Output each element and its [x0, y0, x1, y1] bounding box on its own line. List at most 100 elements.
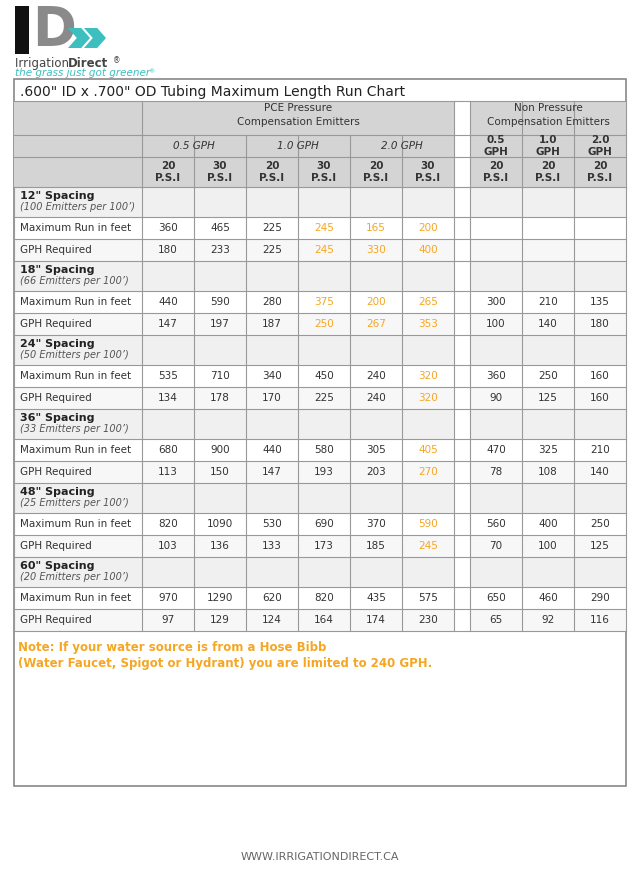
Bar	[470, 187, 626, 217]
Text: 200: 200	[366, 297, 386, 307]
Bar	[522, 291, 574, 313]
Bar	[574, 513, 626, 535]
Text: .600" ID x .700" OD Tubing Maximum Length Run Chart: .600" ID x .700" OD Tubing Maximum Lengt…	[20, 85, 405, 99]
Bar	[298, 513, 350, 535]
Bar	[470, 483, 626, 513]
Bar	[194, 461, 246, 483]
Text: Maximum Run in feet: Maximum Run in feet	[20, 223, 131, 233]
Text: 12" Spacing: 12" Spacing	[20, 191, 95, 201]
Bar	[470, 387, 522, 409]
Text: 140: 140	[538, 319, 558, 329]
Text: 100: 100	[486, 319, 506, 329]
Bar	[470, 239, 522, 261]
Text: GPH Required: GPH Required	[20, 319, 92, 329]
Bar	[350, 387, 402, 409]
Bar	[142, 313, 194, 335]
Text: 245: 245	[314, 223, 334, 233]
Text: 2.0
GPH: 2.0 GPH	[588, 135, 612, 156]
Text: GPH Required: GPH Required	[20, 467, 92, 477]
Bar	[574, 291, 626, 313]
Bar	[402, 609, 454, 631]
Text: 165: 165	[366, 223, 386, 233]
Bar	[522, 387, 574, 409]
Text: 590: 590	[418, 519, 438, 529]
Bar	[574, 239, 626, 261]
Text: 136: 136	[210, 541, 230, 551]
Text: GPH Required: GPH Required	[20, 393, 92, 403]
Bar	[574, 365, 626, 387]
Text: ®: ®	[148, 69, 154, 74]
Bar	[194, 217, 246, 239]
Bar	[142, 557, 454, 587]
Bar	[298, 387, 350, 409]
Text: 108: 108	[538, 467, 558, 477]
Bar	[246, 387, 298, 409]
Bar	[402, 439, 454, 461]
Bar	[246, 513, 298, 535]
Bar	[402, 535, 454, 557]
Bar	[350, 239, 402, 261]
Text: 185: 185	[366, 541, 386, 551]
Text: 970: 970	[158, 593, 178, 603]
Text: 240: 240	[366, 393, 386, 403]
Bar	[522, 439, 574, 461]
Text: 125: 125	[538, 393, 558, 403]
Text: 820: 820	[314, 593, 334, 603]
Text: 325: 325	[538, 445, 558, 455]
Text: 530: 530	[262, 519, 282, 529]
Bar	[246, 365, 298, 387]
Bar	[246, 291, 298, 313]
Text: 97: 97	[161, 615, 175, 625]
Bar	[194, 513, 246, 535]
Text: 187: 187	[262, 319, 282, 329]
Text: 203: 203	[366, 467, 386, 477]
Text: 370: 370	[366, 519, 386, 529]
Text: the grass just got greener: the grass just got greener	[15, 68, 150, 78]
Bar	[522, 217, 574, 239]
Text: 170: 170	[262, 393, 282, 403]
Text: GPH Required: GPH Required	[20, 615, 92, 625]
Bar	[194, 239, 246, 261]
Bar	[246, 587, 298, 609]
Text: (25 Emitters per 100’): (25 Emitters per 100’)	[20, 498, 129, 508]
Bar	[142, 609, 194, 631]
Text: 250: 250	[314, 319, 334, 329]
Bar	[142, 187, 454, 217]
Bar	[470, 587, 522, 609]
Text: 133: 133	[262, 541, 282, 551]
Text: 265: 265	[418, 297, 438, 307]
Text: 20
P.S.I: 20 P.S.I	[259, 161, 285, 183]
Text: PCE Pressure
Compensation Emitters: PCE Pressure Compensation Emitters	[237, 103, 360, 127]
Bar	[194, 609, 246, 631]
Bar	[246, 239, 298, 261]
Text: 135: 135	[590, 297, 610, 307]
Text: 245: 245	[314, 245, 334, 255]
Text: 290: 290	[590, 593, 610, 603]
Bar	[350, 609, 402, 631]
Bar	[14, 609, 142, 631]
Text: 0.5 GPH: 0.5 GPH	[173, 141, 215, 151]
Bar	[14, 101, 142, 187]
Bar	[14, 187, 142, 217]
Text: 20
P.S.I: 20 P.S.I	[536, 161, 561, 183]
Polygon shape	[68, 28, 90, 48]
Text: 78: 78	[490, 467, 502, 477]
Bar	[14, 557, 142, 587]
Text: 48" Spacing: 48" Spacing	[20, 487, 95, 497]
Bar	[470, 217, 522, 239]
Text: 580: 580	[314, 445, 334, 455]
Bar	[246, 609, 298, 631]
Bar	[350, 439, 402, 461]
Text: 690: 690	[314, 519, 334, 529]
Bar	[142, 587, 194, 609]
Bar	[522, 513, 574, 535]
Text: 650: 650	[486, 593, 506, 603]
Bar	[142, 101, 454, 187]
Bar	[298, 439, 350, 461]
Text: 180: 180	[158, 245, 178, 255]
Text: 680: 680	[158, 445, 178, 455]
Bar	[402, 461, 454, 483]
Bar	[402, 513, 454, 535]
Bar	[522, 587, 574, 609]
Bar	[402, 587, 454, 609]
